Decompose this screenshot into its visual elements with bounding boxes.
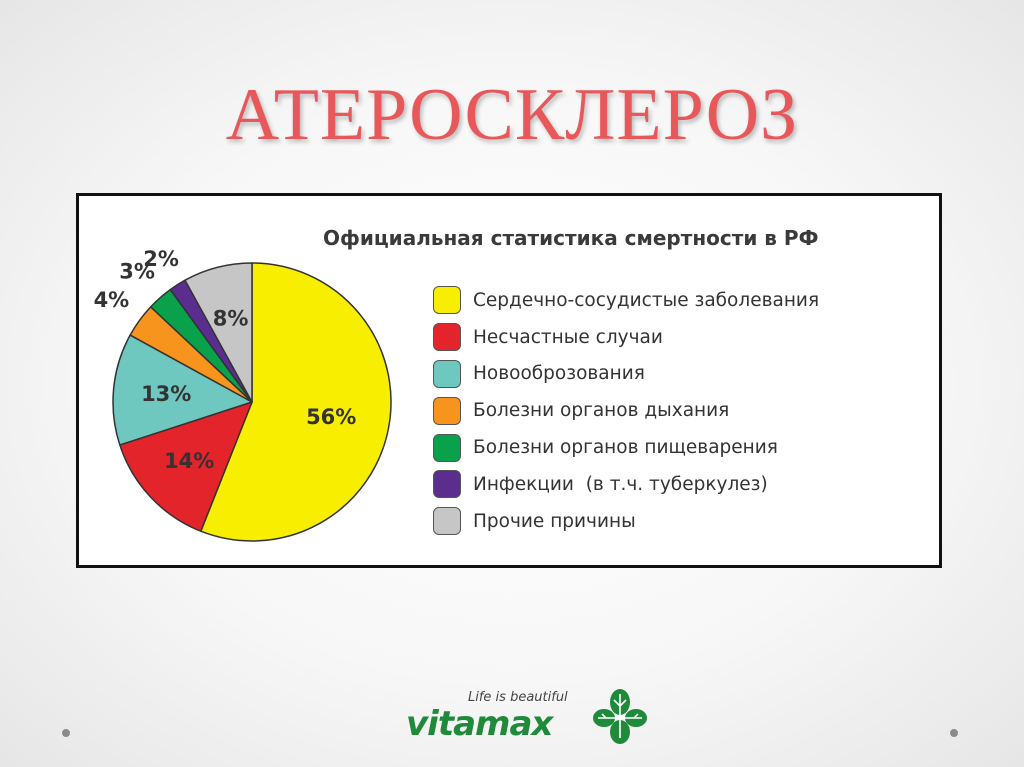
legend-item: Болезни органов пищеварения (433, 429, 819, 466)
legend-item: Инфекции (в т.ч. туберкулез) (433, 466, 819, 503)
legend-swatch (433, 470, 461, 499)
pie-chart: 56% 14% 13% 4% 3%2% 8% (94, 247, 392, 542)
legend-label: Новооброзования (473, 363, 645, 385)
prev-slide-dot-icon[interactable] (62, 729, 70, 737)
chart-title: Официальная статистика смертности в РФ (323, 226, 819, 250)
legend-swatch (433, 286, 461, 315)
logo-tagline: Life is beautiful (468, 690, 568, 705)
next-slide-dot-icon[interactable] (950, 729, 958, 737)
slice-value-label: 2% (143, 247, 179, 271)
slice-value-label: 3% (119, 260, 155, 284)
legend-swatch (433, 433, 461, 462)
slice-value-label: 13% (141, 382, 191, 406)
legend-item: Болезни органов дыхания (433, 392, 819, 429)
slice-value-label: 14% (164, 449, 214, 473)
chart-frame: 56% 14% 13% 4% 3% 2% 8% Официальная статистика… (76, 193, 942, 568)
legend-label: Прочие причины (473, 510, 636, 532)
legend-label: Болезни органов дыхания (473, 400, 730, 422)
pie-slice (200, 262, 392, 542)
slice-value-label: 4% (94, 288, 130, 312)
legend-swatch (433, 359, 461, 388)
legend-swatch (433, 507, 461, 536)
vitamax-logo: Life is beautiful vitamax (402, 688, 652, 748)
slice-value-label: 56% (306, 405, 356, 429)
legend-item: Прочие причины (433, 503, 819, 540)
legend-label: Несчастные случаи (473, 326, 663, 348)
legend-item: Несчастные случаи (433, 319, 819, 356)
legend-swatch (433, 323, 461, 352)
legend-label: Болезни органов пищеварения (473, 437, 778, 459)
legend-label: Инфекции (в т.ч. туберкулез) (473, 473, 768, 495)
legend-item: Сердечно-сосудистые заболевания (433, 282, 819, 319)
legend-item: Новооброзования (433, 356, 819, 393)
slice-value-label: 8% (213, 307, 249, 331)
slide-title: АТЕРОСКЛЕРОЗ (225, 74, 799, 156)
pie-slice (112, 334, 253, 446)
legend-swatch (433, 396, 461, 425)
legend-label: Сердечно-сосудистые заболевания (473, 289, 820, 311)
leaf-icon (593, 689, 647, 744)
chart-legend: Сердечно-сосудистые заболевания Несчастн… (433, 282, 819, 540)
pie-slice (184, 262, 253, 403)
logo-wordmark: vitamax (406, 704, 553, 744)
